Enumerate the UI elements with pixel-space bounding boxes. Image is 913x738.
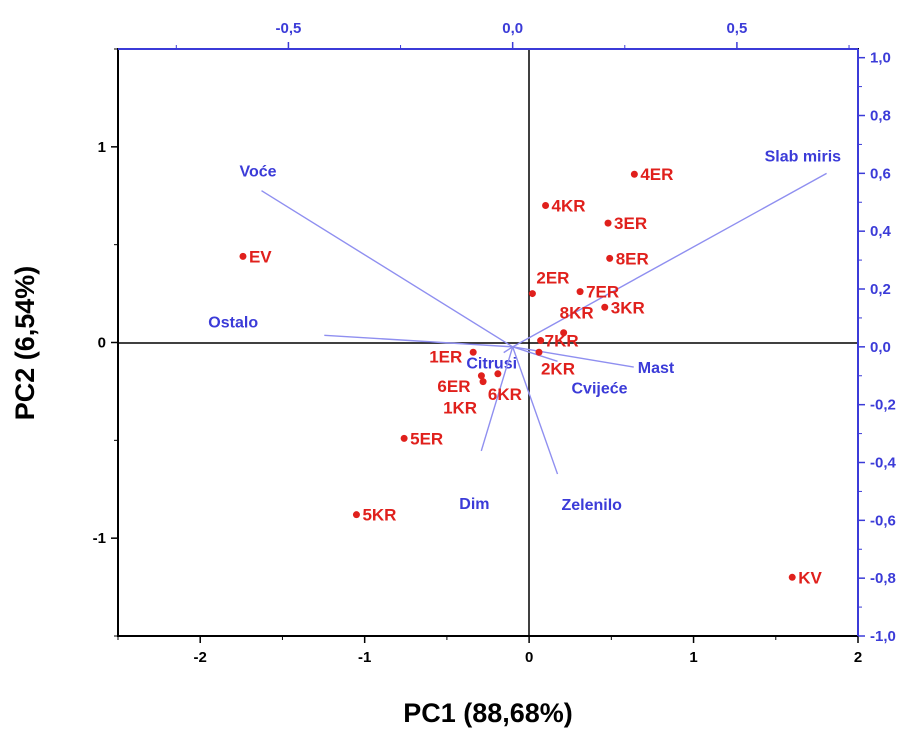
score-point-label: 7ER [586,283,619,302]
right-tick-label: -0,2 [870,397,896,414]
score-point [535,348,543,356]
score-point [479,378,487,386]
score-point [601,303,609,311]
score-point [576,288,584,296]
loading-label: Mast [638,360,675,377]
top-tick-label: 0,0 [502,20,523,37]
loading-label: Voće [240,164,277,181]
loading-arrow [512,346,559,475]
score-point [630,170,638,178]
x-tick-label: 1 [689,649,697,666]
score-point [239,252,247,260]
right-tick-label: 0,4 [870,223,892,240]
right-tick-label: -0,4 [870,455,897,472]
score-point-label: 5KR [362,506,396,525]
score-point-label: KV [798,568,822,587]
score-point-label: 2ER [536,269,569,288]
score-point [542,202,550,210]
x-tick-label: -2 [194,649,207,666]
score-point-label: 4KR [552,197,586,216]
loading-arrow [503,346,514,354]
loading-arrow [324,334,513,348]
score-point-label: 5ER [410,429,443,448]
score-point [560,329,568,337]
right-tick-label: 0,8 [870,108,891,125]
top-tick-label: 0,5 [726,20,747,37]
x-tick-label: 2 [854,649,862,666]
loading-vectors: Slab miris Voće Ostalo Mast Cvijeće Citrusi Di… [208,148,841,514]
loading-label: Ostalo [208,314,258,331]
score-point [528,290,536,298]
score-point-label: 4ER [640,165,673,184]
loading-arrow [512,346,634,368]
score-point-label: 1KR [443,399,477,418]
score-point [604,219,612,227]
x-axis-title: PC1 (88,68%) [403,698,573,728]
score-point [788,573,796,581]
loading-label: Dim [459,496,489,513]
x-tick-label: 0 [525,649,533,666]
score-point-label: 3KR [611,298,645,317]
score-point-label: 7KR [545,332,579,351]
loading-label: Zelenilo [562,497,623,514]
right-tick-label: 0,0 [870,339,891,356]
y-tick-label: 0 [98,335,106,352]
score-point-label: 1ER [429,347,462,366]
loading-label: Slab miris [765,148,842,165]
score-point [477,372,485,380]
score-point [494,370,502,378]
loading-arrow [261,190,514,348]
score-point [606,254,614,262]
top-axis-ticks: -0,5 0,0 0,5 [175,20,850,49]
score-point [352,511,360,519]
score-point-label: 3ER [614,214,647,233]
score-point-label: 6ER [437,377,470,396]
right-tick-label: -0,8 [870,570,896,587]
right-tick-label: 0,6 [870,165,891,182]
score-point-label: 8KR [560,304,594,323]
score-point-label: 2KR [541,359,575,378]
score-point [537,337,545,345]
top-tick-label: -0,5 [275,20,301,37]
y-tick-label: 1 [98,139,106,156]
score-point [469,348,477,356]
x-axis-ticks: -2 -1 0 1 2 [117,636,862,666]
loading-arrow [512,172,827,348]
x-tick-label: -1 [358,649,371,666]
y-axis-ticks: -1 0 1 [93,48,118,637]
right-tick-label: -1,0 [870,628,896,645]
loading-label: Citrusi [466,356,517,373]
right-tick-label: 1,0 [870,50,891,67]
right-tick-label: -0,6 [870,512,896,529]
loading-label: Cvijeće [572,380,628,397]
loading-arrow [480,346,514,452]
y-tick-label: -1 [93,530,106,547]
y-axis-title: PC2 (6,54%) [10,266,40,421]
score-point-label: 8ER [616,249,649,268]
score-point-label: 6KR [488,385,522,404]
right-axis-ticks: 1,0 0,8 0,6 0,4 0,2 0,0 -0,2 -0,4 -0,6 -0,8 -1,0 [858,50,897,645]
score-point-label: EV [249,247,272,266]
right-tick-label: 0,2 [870,281,891,298]
loading-arrow [512,346,558,362]
score-point [400,434,408,442]
